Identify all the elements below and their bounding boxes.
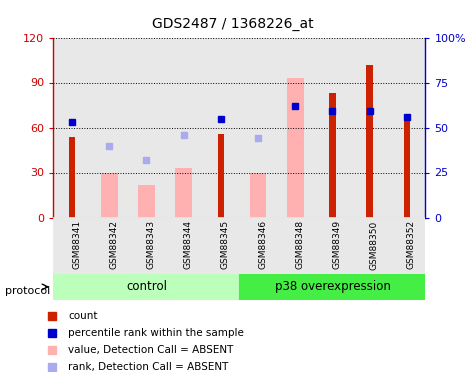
Bar	[202, 38, 239, 218]
Bar	[239, 217, 277, 274]
Text: GDS2487 / 1368226_at: GDS2487 / 1368226_at	[152, 17, 313, 31]
Bar	[91, 217, 128, 274]
Text: protocol: protocol	[5, 286, 50, 296]
Text: count: count	[68, 311, 97, 321]
Text: GSM88348: GSM88348	[295, 220, 304, 269]
Text: control: control	[126, 280, 167, 293]
Text: GSM88352: GSM88352	[407, 220, 416, 269]
Bar	[239, 274, 425, 300]
Bar	[101, 172, 118, 217]
Bar	[287, 78, 304, 218]
Text: value, Detection Call = ABSENT: value, Detection Call = ABSENT	[68, 345, 233, 355]
Text: GSM88343: GSM88343	[146, 220, 155, 269]
Bar	[329, 93, 336, 218]
Bar	[69, 136, 75, 218]
Bar	[277, 217, 314, 274]
Bar	[218, 134, 224, 218]
Text: GSM88341: GSM88341	[72, 220, 81, 269]
Text: GSM88346: GSM88346	[258, 220, 267, 269]
Text: GSM88345: GSM88345	[221, 220, 230, 269]
Bar	[165, 38, 202, 218]
Bar	[202, 217, 239, 274]
Bar	[165, 217, 202, 274]
Bar	[366, 64, 373, 218]
Text: GSM88342: GSM88342	[109, 220, 118, 269]
Text: GSM88344: GSM88344	[184, 220, 193, 269]
Bar	[53, 38, 91, 218]
Text: rank, Detection Call = ABSENT: rank, Detection Call = ABSENT	[68, 362, 228, 372]
Bar	[138, 184, 155, 218]
Bar	[53, 274, 239, 300]
Bar	[175, 168, 192, 217]
Bar	[404, 120, 410, 218]
Bar	[351, 38, 388, 218]
Bar	[314, 217, 351, 274]
Bar	[351, 217, 388, 274]
Bar	[388, 38, 425, 218]
Bar	[314, 38, 351, 218]
Bar	[250, 172, 266, 217]
Bar	[239, 38, 277, 218]
Bar	[53, 217, 91, 274]
Bar	[91, 38, 128, 218]
Text: GSM88349: GSM88349	[332, 220, 341, 269]
Text: percentile rank within the sample: percentile rank within the sample	[68, 328, 244, 338]
Text: p38 overexpression: p38 overexpression	[274, 280, 391, 293]
Bar	[388, 217, 425, 274]
Text: GSM88350: GSM88350	[370, 220, 379, 270]
Bar	[128, 38, 165, 218]
Bar	[128, 217, 165, 274]
Bar	[277, 38, 314, 218]
